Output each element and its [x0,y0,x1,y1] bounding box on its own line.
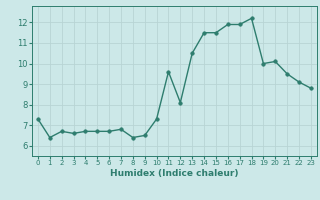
X-axis label: Humidex (Indice chaleur): Humidex (Indice chaleur) [110,169,239,178]
